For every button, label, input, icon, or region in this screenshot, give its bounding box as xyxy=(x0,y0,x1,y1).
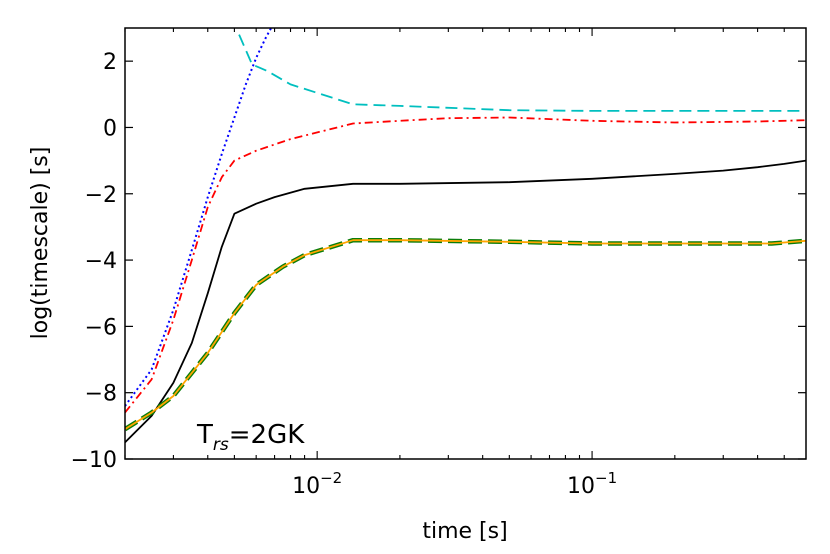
y-tick-label: 2 xyxy=(103,50,117,75)
x-tick-label: 10−2 xyxy=(292,469,342,499)
y-tick-label: −10 xyxy=(71,448,117,473)
y-tick-label: −6 xyxy=(85,315,117,340)
series-orange-solid xyxy=(125,239,806,430)
series-black-solid xyxy=(125,159,806,444)
series-blue-dotted xyxy=(125,28,272,407)
annotation-subscript: rs xyxy=(213,435,229,455)
x-tick-label-exponent: −1 xyxy=(595,469,617,487)
annotation-main: T xyxy=(196,420,213,450)
x-tick-label-base: 10 xyxy=(292,474,320,499)
series-red-dashdot xyxy=(125,116,806,414)
y-tick-label: −8 xyxy=(85,382,117,407)
temperature-annotation: Trs=2GK xyxy=(196,420,305,455)
series-cyan-dashed xyxy=(238,34,806,112)
x-tick-label-exponent: −2 xyxy=(320,469,342,487)
y-tick-label: 0 xyxy=(103,116,117,141)
y-tick-label: −4 xyxy=(85,249,117,274)
x-tick-label-base: 10 xyxy=(567,474,595,499)
series-layer xyxy=(125,28,806,444)
x-tick-label: 10−1 xyxy=(567,469,617,499)
y-tick-label: −2 xyxy=(85,183,117,208)
x-axis-label: time [s] xyxy=(422,519,507,544)
y-axis-label: log(timescale) [s] xyxy=(28,147,53,340)
plot-frame xyxy=(124,27,807,460)
annotation-rest: =2GK xyxy=(229,420,305,450)
